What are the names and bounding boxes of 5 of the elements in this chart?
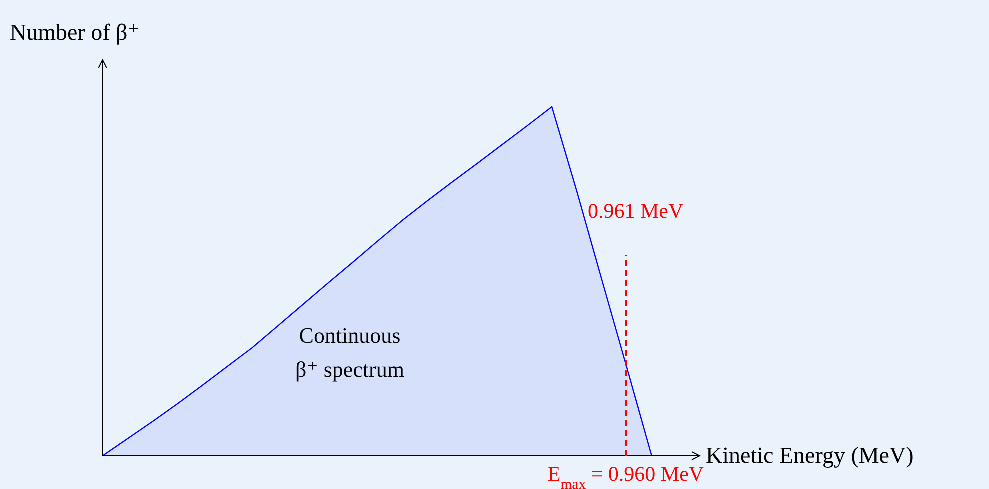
annotation: Continuous β⁺ spectrum xyxy=(296,323,404,382)
y-axis-title: Number of β⁺ xyxy=(10,20,140,45)
annotation: 0.961 MeV xyxy=(588,199,684,223)
x-axis-title: Kinetic Energy (MeV) xyxy=(706,443,914,468)
text: E$_{max}$ = 0.960 MeV xyxy=(548,462,704,489)
